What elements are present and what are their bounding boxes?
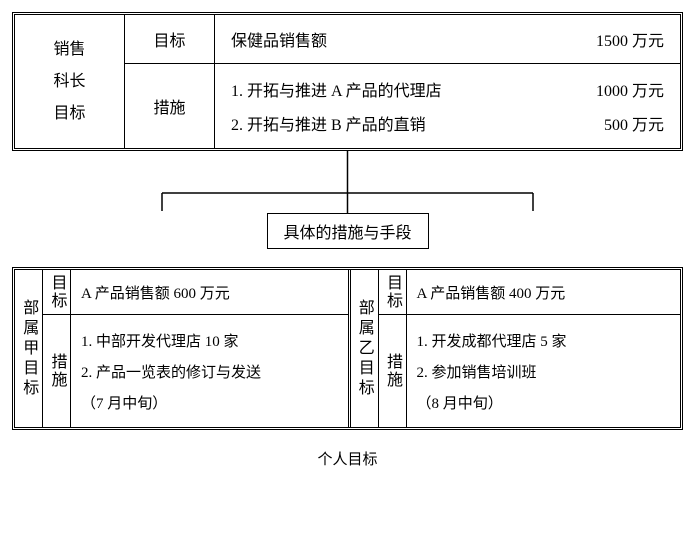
chief-goal-row: 目标 保健品销售额 1500 万元 — [125, 15, 680, 63]
person-b-measure-label: 措施 — [379, 315, 407, 427]
person-b-goal: A 产品销售额 400 万元 — [417, 282, 671, 303]
person-b-m3: （8 月中旬） — [417, 392, 671, 413]
footer-caption: 个人目标 — [12, 448, 683, 469]
chief-measure-2-text: 2. 开拓与推进 B 产品的直销 — [231, 111, 426, 135]
person-a-table: 部属甲目标 目标 A 产品销售额 600 万元 措施 1. 中部开发代理店 10… — [15, 270, 348, 427]
chief-measure-2-value: 500 万元 — [604, 111, 664, 135]
person-b-table: 部属乙目标 目标 A 产品销售额 400 万元 措施 1. 开发成都代理店 5 … — [348, 270, 681, 427]
chief-goal-table: 销售 科长 目标 目标 保健品销售额 1500 万元 措施 1. 开拓与推进 A… — [12, 12, 683, 151]
person-b-goal-label: 目标 — [379, 270, 407, 314]
mid-label: 具体的措施与手段 — [266, 213, 428, 249]
goal-label: 目标 — [125, 15, 215, 63]
person-b-m2: 2. 参加销售培训班 — [417, 361, 671, 382]
subordinate-tables: 部属甲目标 目标 A 产品销售额 600 万元 措施 1. 中部开发代理店 10… — [12, 267, 683, 430]
measure-label: 措施 — [125, 64, 215, 148]
person-a-goal: A 产品销售额 600 万元 — [81, 282, 338, 303]
chief-title-text: 销售 科长 目标 — [53, 34, 85, 130]
chief-measure-1-value: 1000 万元 — [596, 77, 664, 101]
person-b-m1: 1. 开发成都代理店 5 家 — [417, 330, 671, 351]
person-a-m1: 1. 中部开发代理店 10 家 — [81, 330, 338, 351]
chief-title: 销售 科长 目标 — [15, 15, 125, 148]
chief-goal-value: 1500 万元 — [596, 27, 664, 51]
person-a-measure-label: 措施 — [43, 315, 71, 427]
connector: 具体的措施与手段 — [12, 151, 683, 249]
person-a-title: 部属甲目标 — [15, 270, 43, 427]
chief-measure-row: 措施 1. 开拓与推进 A 产品的代理店 1000 万元 2. 开拓与推进 B … — [125, 63, 680, 148]
person-a-m2: 2. 产品一览表的修订与发送 — [81, 361, 338, 382]
chief-goal-text: 保健品销售额 — [231, 27, 327, 51]
person-b-title: 部属乙目标 — [351, 270, 379, 427]
person-a-m3: （7 月中旬） — [81, 392, 338, 413]
person-a-goal-label: 目标 — [43, 270, 71, 314]
chief-measure-1-text: 1. 开拓与推进 A 产品的代理店 — [231, 77, 442, 101]
